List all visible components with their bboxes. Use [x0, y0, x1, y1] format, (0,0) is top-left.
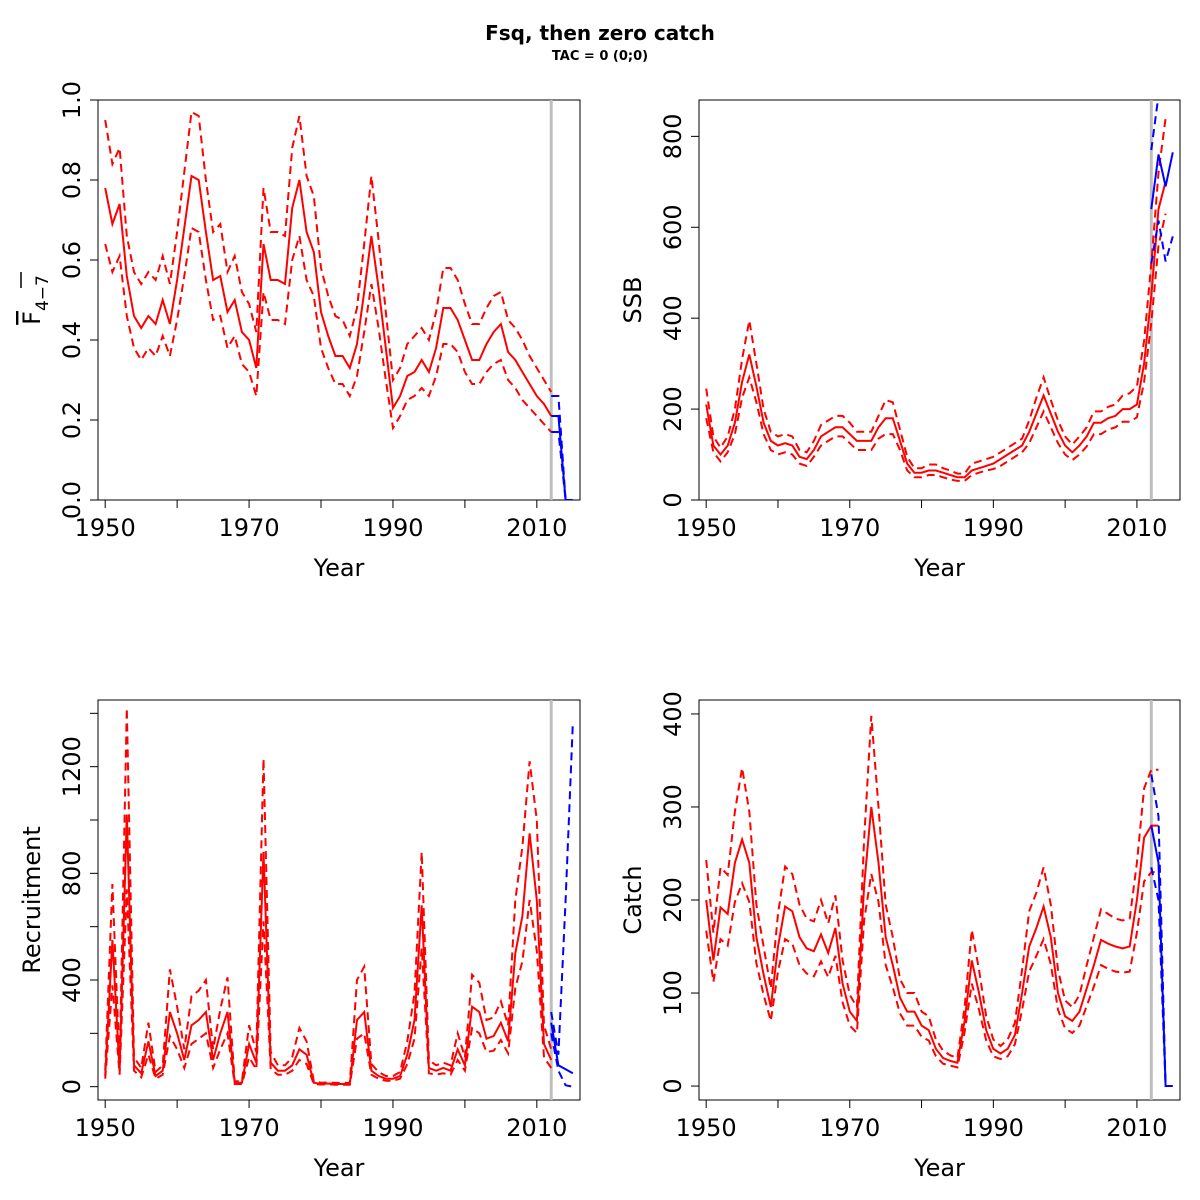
- plot-box: [698, 699, 1181, 1101]
- y-tick-label: 400: [58, 957, 86, 1003]
- y-tick-label: 800: [659, 113, 687, 159]
- forecast-confidence-bound-line: [551, 431, 567, 500]
- forecast-confidence-bound-line: [550, 1033, 573, 1088]
- historic-confidence-bound-line: [705, 213, 1167, 482]
- historic-confidence-bound-line: [705, 715, 1159, 1060]
- x-tick-label: 1970: [819, 1114, 880, 1142]
- y-tick-label: 0: [58, 1079, 86, 1094]
- y-tick-label: 400: [659, 295, 687, 341]
- historic-estimate-line: [104, 814, 553, 1086]
- y-tick-label: 0.6: [58, 241, 86, 279]
- recruitment-panel: 1950 1970 1990 2010 0 400 800 1200 Year Recruitme…: [18, 699, 581, 1182]
- x-tick-label: 1990: [963, 1114, 1024, 1142]
- y-tick-label: 0.4: [58, 321, 86, 359]
- forecast-confidence-bound-line: [550, 723, 574, 1055]
- x-tick-label: 2010: [1106, 514, 1167, 542]
- y-tick-label: 200: [659, 386, 687, 432]
- x-tick-label: 1990: [362, 1114, 423, 1142]
- y-tick-label: 1.0: [58, 81, 86, 119]
- x-axis-label: Year: [913, 554, 965, 582]
- figure-title: Fsq, then zero catch: [485, 21, 715, 45]
- y-tick-label: 0.0: [58, 481, 86, 519]
- historic-confidence-bound-line: [705, 118, 1167, 475]
- x-axis-label: Year: [313, 554, 365, 582]
- y-axis-label: Recruitment: [18, 826, 46, 973]
- historic-confidence-bound-line: [104, 889, 553, 1086]
- historic-estimate-line: [705, 806, 1159, 1065]
- y-tick-label: 600: [659, 204, 687, 250]
- x-tick-label: 2010: [1106, 1114, 1167, 1142]
- x-tick-label: 2010: [506, 514, 567, 542]
- x-tick-label: 1970: [219, 1114, 280, 1142]
- forecast-confidence-bound-line: [1150, 867, 1167, 1087]
- historic-confidence-bound-line: [104, 707, 553, 1084]
- x-tick-label: 1970: [819, 514, 880, 542]
- catch-panel: 1950 1970 1990 2010 0 100 200 300 400 Year Catch: [619, 691, 1181, 1182]
- fbar-panel: 1950 1970 1990 2010 0.0 0.2 0.4 0.6 0.8 1.0 Year F4…: [18, 81, 581, 582]
- historic-estimate-line: [705, 181, 1167, 479]
- y-tick-label: 300: [659, 784, 687, 830]
- x-tick-label: 1950: [676, 1114, 737, 1142]
- forecast-estimate-line: [1150, 152, 1174, 210]
- x-tick-label: 1970: [219, 514, 280, 542]
- historic-confidence-bound-line: [104, 226, 552, 433]
- y-tick-label: 0: [659, 1078, 687, 1093]
- historic-confidence-bound-line: [104, 110, 553, 393]
- plot-box: [698, 99, 1181, 501]
- y-axis-label-main: F: [18, 311, 46, 325]
- y-axis-label: SSB: [619, 277, 647, 324]
- x-axis-label: Year: [313, 1154, 365, 1182]
- x-tick-label: 2010: [506, 1114, 567, 1142]
- y-tick-label: 0.2: [58, 401, 86, 439]
- y-axis-label-sub: 4−7: [33, 275, 53, 311]
- x-tick-label: 1950: [75, 514, 136, 542]
- ssb-panel: 1950 1970 1990 2010 0 200 400 600 800 Year SSB: [619, 99, 1181, 582]
- historic-estimate-line: [104, 174, 553, 417]
- forecast-estimate-line: [550, 1022, 574, 1075]
- x-tick-label: 1950: [676, 514, 737, 542]
- forecast-confidence-bound-line: [551, 395, 567, 500]
- x-tick-label: 1990: [362, 514, 423, 542]
- y-tick-label: 0: [659, 492, 687, 507]
- plot-box: [97, 99, 581, 501]
- y-tick-label: 400: [659, 691, 687, 737]
- x-tick-label: 1950: [75, 1114, 136, 1142]
- figure-subtitle: TAC = 0 (0;0): [552, 49, 648, 64]
- forecast-confidence-bound-line: [1150, 100, 1159, 151]
- y-tick-label: 0.8: [58, 161, 86, 199]
- forecast-confidence-bound-line: [1150, 220, 1174, 264]
- x-tick-label: 1990: [963, 514, 1024, 542]
- x-axis-label: Year: [913, 1154, 965, 1182]
- y-axis-label: F4−7: [18, 275, 53, 325]
- y-tick-label: 200: [659, 877, 687, 923]
- y-tick-label: 100: [659, 970, 687, 1016]
- forecast-confidence-bound-line: [1150, 774, 1167, 1087]
- y-tick-label: 800: [58, 850, 86, 896]
- plot-box: [97, 699, 581, 1101]
- y-tick-label: 1200: [58, 736, 86, 797]
- y-axis-label: Catch: [619, 865, 647, 934]
